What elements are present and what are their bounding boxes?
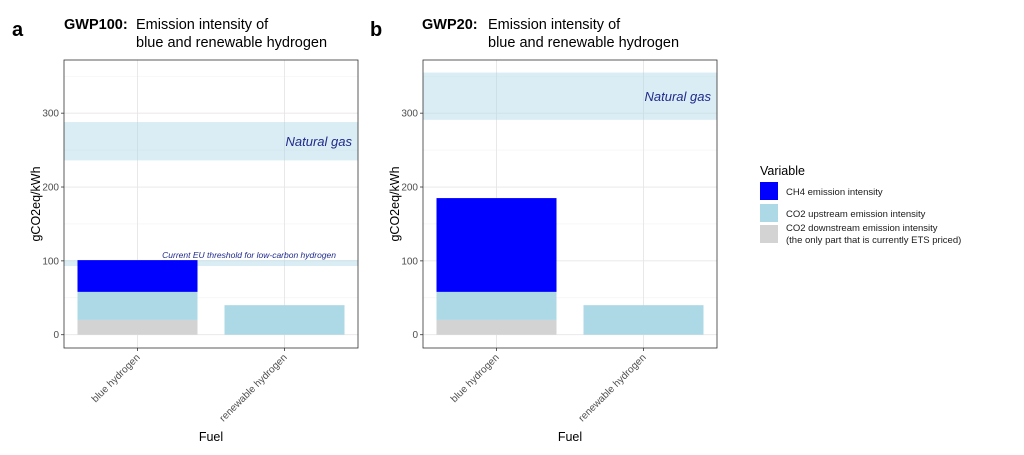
bar-segment bbox=[436, 319, 557, 335]
panel-b-title-bold: GWP20: bbox=[422, 17, 478, 33]
y-tick-label: 100 bbox=[42, 256, 59, 267]
legend: Variable CH4 emission intensity CO2 upst… bbox=[760, 164, 961, 246]
bar-segment bbox=[77, 291, 198, 320]
y-tick-label: 100 bbox=[401, 256, 418, 267]
panel-b-plot: 0 100 200 300 Natural gas blue hydrogen renewa… bbox=[388, 59, 718, 444]
x-axis-label: Fuel bbox=[558, 430, 582, 444]
band-label-natural-gas: Natural gas bbox=[286, 134, 353, 149]
legend-label-co2-downstream-note: (the only part that is currently ETS pri… bbox=[786, 235, 961, 246]
bar-segment bbox=[77, 319, 198, 335]
legend-label-co2-upstream: CO2 upstream emission intensity bbox=[786, 209, 926, 220]
panel-b-title-line1: Emission intensity of bbox=[488, 17, 621, 33]
legend-swatch-co2-downstream bbox=[760, 225, 778, 243]
y-tick-label: 0 bbox=[53, 330, 59, 341]
bar-segment bbox=[224, 305, 345, 335]
y-tick-label: 300 bbox=[401, 109, 418, 120]
legend-swatch-ch4 bbox=[760, 182, 778, 200]
x-tick-label: renewable hydrogen bbox=[577, 352, 649, 424]
panel-b-title-line2: blue and renewable hydrogen bbox=[488, 35, 679, 51]
reference-band bbox=[423, 72, 717, 120]
y-tick-label: 200 bbox=[401, 183, 418, 194]
y-axis-label: gCO2eq/kWh bbox=[29, 166, 43, 241]
bar-segment bbox=[436, 291, 557, 320]
x-tick-label: renewable hydrogen bbox=[218, 352, 290, 424]
band-label-eu-threshold: Current EU threshold for low-carbon hydr… bbox=[162, 250, 336, 260]
legend-title: Variable bbox=[760, 164, 805, 178]
plot-border bbox=[63, 59, 359, 349]
plot-border bbox=[422, 59, 718, 349]
y-axis-label: gCO2eq/kWh bbox=[388, 166, 402, 241]
legend-label-co2-downstream: CO2 downstream emission intensity bbox=[786, 223, 938, 234]
y-tick-label: 300 bbox=[42, 109, 59, 120]
panel-b-letter: b bbox=[370, 19, 382, 41]
y-tick-label: 0 bbox=[412, 330, 418, 341]
y-tick-label: 200 bbox=[42, 183, 59, 194]
panel-a-plot: 0 100 200 300 Natural gas Current EU threshol… bbox=[29, 59, 359, 444]
reference-band bbox=[64, 260, 358, 267]
panel-a-title-line1: Emission intensity of bbox=[136, 17, 269, 33]
x-tick-label: blue hydrogen bbox=[449, 352, 502, 405]
x-axis-label: Fuel bbox=[199, 430, 223, 444]
bar-segment bbox=[77, 260, 198, 292]
band-label-natural-gas: Natural gas bbox=[645, 89, 712, 104]
reference-band bbox=[64, 122, 358, 161]
bar-segment bbox=[436, 198, 557, 292]
panel-a-title-bold: GWP100: bbox=[64, 17, 128, 33]
legend-label-ch4: CH4 emission intensity bbox=[786, 187, 883, 198]
panel-a-title-line2: blue and renewable hydrogen bbox=[136, 35, 327, 51]
x-tick-label: blue hydrogen bbox=[90, 352, 143, 405]
panel-a-letter: a bbox=[12, 19, 24, 41]
bar-segment bbox=[583, 305, 704, 335]
legend-swatch-co2-upstream bbox=[760, 204, 778, 222]
